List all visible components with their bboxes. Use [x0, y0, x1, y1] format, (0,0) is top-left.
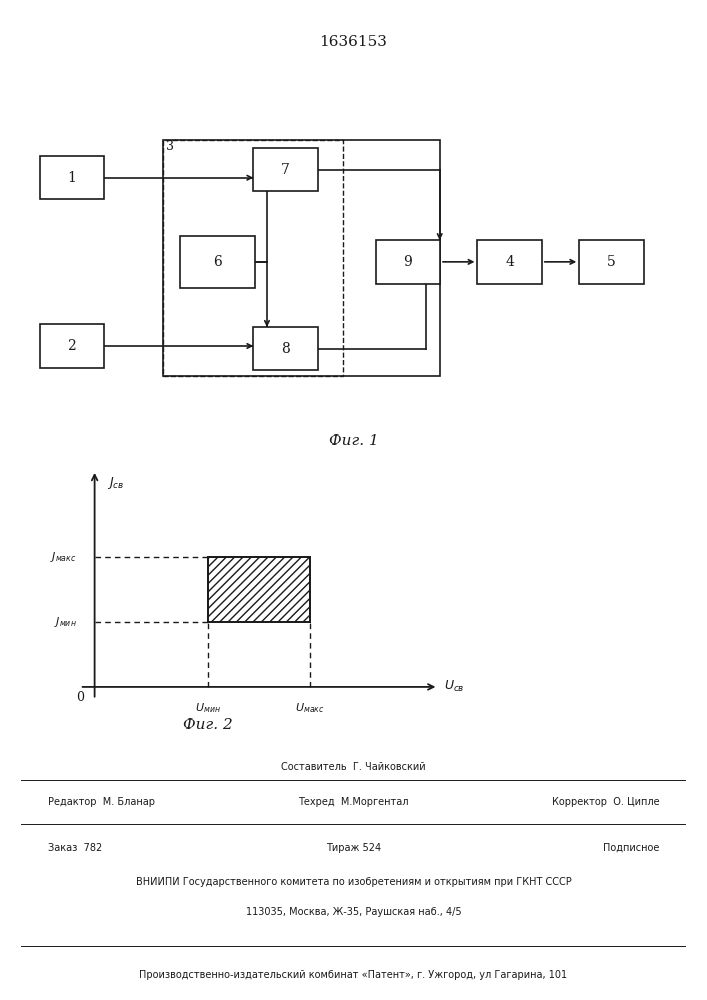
- Bar: [40, 324, 104, 368]
- Bar: [375, 240, 440, 284]
- Text: Заказ  782: Заказ 782: [48, 843, 102, 853]
- Text: 5: 5: [607, 255, 616, 269]
- Bar: [40, 156, 104, 199]
- Text: Техред  М.Моргентал: Техред М.Моргентал: [298, 797, 409, 807]
- Text: Подписное: Подписное: [603, 843, 659, 853]
- Text: $U_{св}$: $U_{св}$: [444, 679, 465, 694]
- Text: Фиг. 1: Фиг. 1: [329, 434, 378, 448]
- Text: 113035, Москва, Ж-35, Раушская наб., 4/5: 113035, Москва, Ж-35, Раушская наб., 4/5: [246, 907, 461, 917]
- Text: 8: 8: [281, 342, 290, 356]
- Text: Редактор  М. Бланар: Редактор М. Бланар: [48, 797, 155, 807]
- Text: 9: 9: [404, 255, 412, 269]
- Bar: [180, 236, 255, 288]
- Text: $J_{макс}$: $J_{макс}$: [50, 550, 76, 564]
- Text: $U_{мин}$: $U_{мин}$: [195, 701, 221, 715]
- Text: 0: 0: [76, 691, 83, 704]
- Text: Корректор  О. Ципле: Корректор О. Ципле: [551, 797, 659, 807]
- Text: $J_{св}$: $J_{св}$: [107, 475, 124, 491]
- Bar: [163, 140, 440, 376]
- Text: $U_{макс}$: $U_{макс}$: [295, 701, 325, 715]
- Text: 2: 2: [67, 339, 76, 353]
- Text: 4: 4: [506, 255, 514, 269]
- Text: 1: 1: [67, 171, 76, 185]
- Text: 3: 3: [166, 140, 174, 153]
- Text: ВНИИПИ Государственного комитета по изобретениям и открытиям при ГКНТ СССР: ВНИИПИ Государственного комитета по изоб…: [136, 877, 571, 887]
- Text: Составитель  Г. Чайковский: Составитель Г. Чайковский: [281, 762, 426, 772]
- Text: Тираж 524: Тираж 524: [326, 843, 381, 853]
- Text: $J_{мин}$: $J_{мин}$: [54, 615, 76, 629]
- Bar: [579, 240, 643, 284]
- Text: Фиг. 2: Фиг. 2: [183, 718, 233, 732]
- Text: 6: 6: [214, 255, 222, 269]
- Bar: [477, 240, 542, 284]
- Bar: [253, 148, 318, 191]
- Bar: [163, 140, 344, 376]
- Bar: [253, 327, 318, 370]
- Text: Производственно-издательский комбинат «Патент», г. Ужгород, ул Гагарина, 101: Производственно-издательский комбинат «П…: [139, 970, 568, 980]
- Text: 1636153: 1636153: [320, 35, 387, 49]
- Text: 7: 7: [281, 163, 290, 177]
- Bar: [208, 557, 310, 622]
